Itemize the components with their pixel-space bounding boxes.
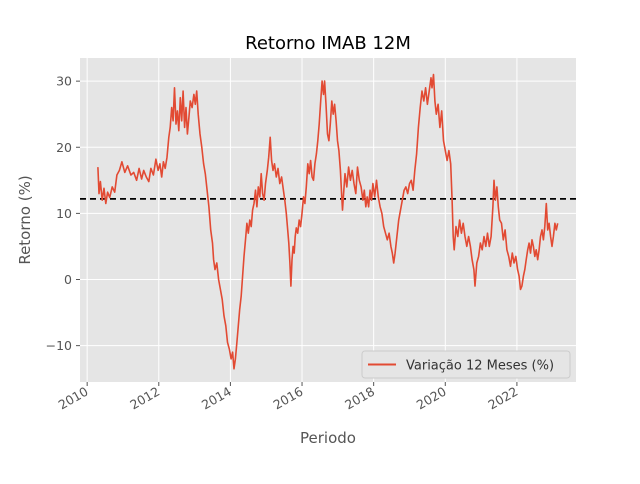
- x-tick-label: 2022: [485, 384, 520, 413]
- y-axis-label: Retorno (%): [16, 175, 34, 264]
- x-tick-label: 2018: [342, 384, 377, 413]
- series-line: [97, 73, 559, 370]
- x-tick-label: 2020: [414, 384, 449, 413]
- y-axis-ticks: −10 0 10 20 30: [46, 74, 80, 353]
- plot-area: [80, 58, 576, 382]
- x-tick-label: 2010: [56, 384, 91, 413]
- legend: Variação 12 Meses (%): [361, 350, 571, 379]
- y-tick-label: 0: [64, 272, 72, 287]
- y-tick-label: 30: [56, 74, 72, 89]
- grid: [80, 58, 576, 382]
- x-tick-label: 2014: [199, 384, 234, 413]
- legend-label: Variação 12 Meses (%): [406, 359, 554, 374]
- x-axis-ticks: 2010 2012 2014 2016 2018 2020 2022: [56, 382, 520, 413]
- chart-title: Retorno IMAB 12M: [245, 33, 411, 54]
- y-tick-label: −10: [46, 338, 72, 353]
- y-tick-label: 20: [56, 140, 72, 155]
- x-tick-label: 2016: [270, 384, 305, 413]
- y-tick-label: 10: [56, 206, 72, 221]
- series-group: [97, 73, 559, 370]
- x-axis-label: Periodo: [300, 429, 356, 447]
- legend-box: [361, 350, 571, 379]
- x-tick-label: 2012: [127, 384, 162, 413]
